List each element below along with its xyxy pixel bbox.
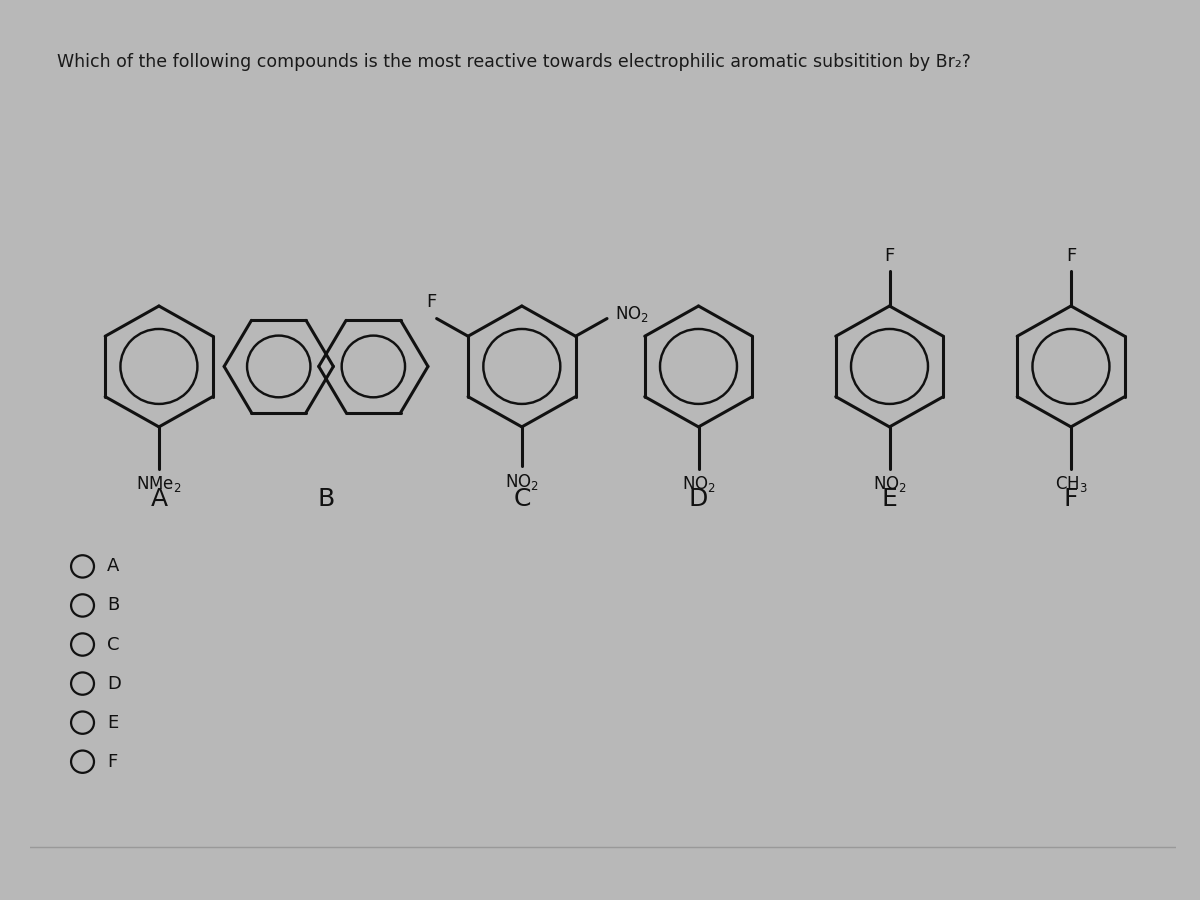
Text: E: E — [107, 714, 119, 732]
Text: A: A — [107, 557, 120, 575]
Text: A: A — [150, 488, 168, 511]
Text: D: D — [107, 675, 121, 693]
Text: NO$_2$: NO$_2$ — [614, 304, 648, 324]
Text: F: F — [427, 293, 437, 311]
Text: F: F — [1066, 248, 1076, 266]
Text: F: F — [1063, 488, 1079, 511]
Text: B: B — [318, 488, 335, 511]
Text: NO$_2$: NO$_2$ — [872, 474, 906, 494]
Text: B: B — [107, 597, 120, 615]
Text: C: C — [107, 635, 120, 653]
Text: NO$_2$: NO$_2$ — [682, 474, 715, 494]
Text: Which of the following compounds is the most reactive towards electrophilic arom: Which of the following compounds is the … — [56, 53, 971, 71]
Text: E: E — [882, 488, 898, 511]
Text: CH$_3$: CH$_3$ — [1055, 474, 1087, 494]
Text: C: C — [514, 488, 530, 511]
Text: F: F — [107, 752, 118, 770]
Text: D: D — [689, 488, 708, 511]
Text: NMe$_2$: NMe$_2$ — [137, 474, 181, 494]
Text: NO$_2$: NO$_2$ — [505, 472, 539, 491]
Text: F: F — [884, 248, 895, 266]
